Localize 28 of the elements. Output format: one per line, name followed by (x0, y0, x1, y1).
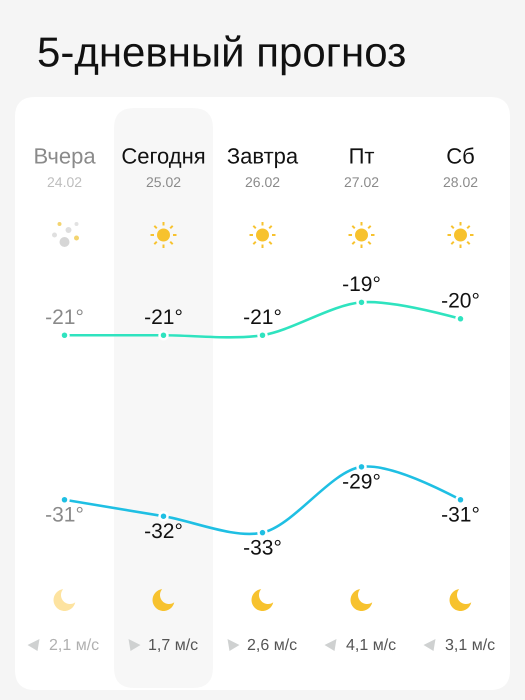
data-label: -19° (342, 273, 381, 296)
data-label: -21° (45, 306, 84, 329)
text: 27.02 (344, 174, 380, 190)
data-label: -31° (45, 504, 84, 526)
x-tick-label: Сб (446, 144, 475, 169)
x-tick-label: Завтра (226, 144, 299, 169)
data-label: -21° (144, 306, 183, 329)
x-tick-label: Вчера (33, 144, 96, 169)
x-tick-label: Сегодня (121, 144, 206, 169)
data-label: -32° (144, 520, 183, 543)
chart-title: 5-дневный прогноз (37, 28, 406, 76)
text: 25.02 (146, 174, 182, 190)
data-label: -31° (441, 504, 480, 526)
data-label: -21° (243, 306, 282, 329)
text: 4,1 м/с (346, 637, 396, 654)
point (158, 510, 169, 522)
text: 1,7 м/с (148, 637, 198, 654)
point (158, 330, 169, 340)
text: 26.02 (245, 174, 280, 190)
text: 2,1 м/с (49, 637, 100, 654)
text: 24.02 (47, 174, 82, 190)
data-label: -33° (243, 536, 282, 560)
text: 3,1 м/с (445, 637, 496, 654)
data-label: -20° (441, 290, 480, 313)
data-label: -29° (342, 470, 381, 494)
x-tick-label: Пт (348, 144, 374, 169)
text: 2,6 м/с (247, 637, 298, 654)
text: 28.02 (443, 174, 478, 190)
